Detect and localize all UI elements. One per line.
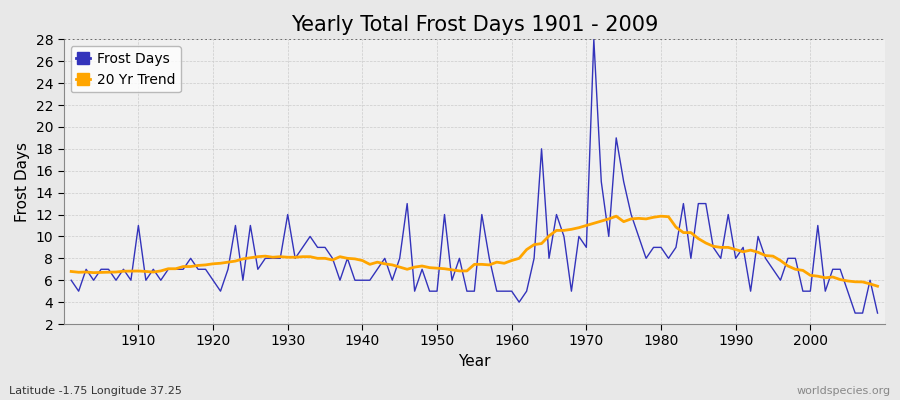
- Frost Days: [66, 278, 77, 283]
- 20 Yr Trend: [872, 284, 883, 289]
- Frost Days: [335, 278, 346, 283]
- Title: Yearly Total Frost Days 1901 - 2009: Yearly Total Frost Days 1901 - 2009: [291, 15, 658, 35]
- 20 Yr Trend: [507, 258, 517, 263]
- Frost Days: [499, 289, 509, 294]
- Line: 20 Yr Trend: 20 Yr Trend: [71, 216, 878, 286]
- 20 Yr Trend: [499, 261, 509, 266]
- 20 Yr Trend: [66, 269, 77, 274]
- 20 Yr Trend: [125, 269, 136, 274]
- X-axis label: Year: Year: [458, 354, 491, 369]
- Frost Days: [589, 37, 599, 42]
- Frost Days: [872, 311, 883, 316]
- Frost Days: [125, 278, 136, 283]
- 20 Yr Trend: [290, 255, 301, 260]
- Text: Latitude -1.75 Longitude 37.25: Latitude -1.75 Longitude 37.25: [9, 386, 182, 396]
- Legend: Frost Days, 20 Yr Trend: Frost Days, 20 Yr Trend: [71, 46, 181, 92]
- Line: Frost Days: Frost Days: [71, 39, 878, 313]
- Frost Days: [603, 234, 614, 239]
- Frost Days: [290, 256, 301, 261]
- 20 Yr Trend: [611, 214, 622, 218]
- 20 Yr Trend: [335, 254, 346, 259]
- Frost Days: [850, 311, 860, 316]
- Y-axis label: Frost Days: Frost Days: [15, 142, 30, 222]
- 20 Yr Trend: [596, 219, 607, 224]
- Frost Days: [507, 289, 517, 294]
- Text: worldspecies.org: worldspecies.org: [796, 386, 891, 396]
